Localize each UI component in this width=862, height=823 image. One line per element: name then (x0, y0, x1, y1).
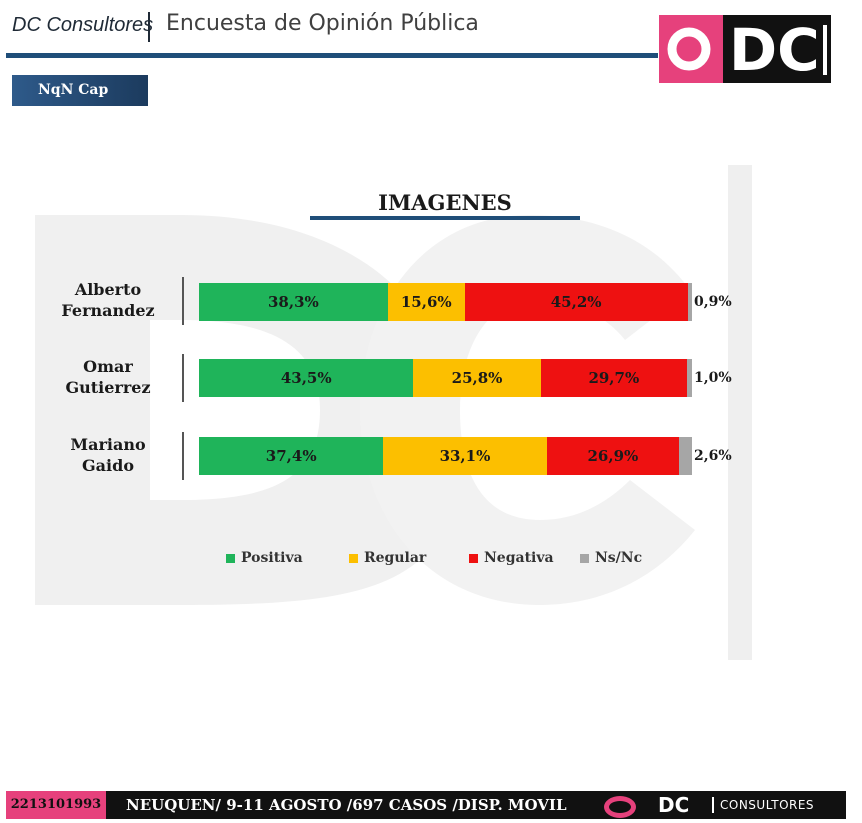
legend-negativa: Negativa (469, 550, 554, 566)
logo-text: DC (729, 16, 820, 84)
legend-swatch (469, 553, 478, 563)
odc-logo: DC (659, 15, 831, 84)
legend-positiva: Positiva (226, 550, 303, 566)
bar-segment-negativa: 29,7% (540, 359, 688, 397)
legend-label: Regular (364, 550, 427, 566)
footer-logo-consultores: CONSULTORES (720, 798, 815, 812)
data-label: 15,6% (400, 293, 452, 311)
footer-ring-icon (604, 796, 636, 818)
bar-segment-nsnc (687, 359, 692, 397)
data-label: 37,4% (265, 447, 317, 465)
data-label: 45,2% (550, 293, 602, 311)
bar-segment-positiva: 37,4% (199, 437, 384, 475)
row-separator (182, 354, 184, 402)
footer-logo-separator (712, 797, 714, 813)
region-tag: NqN Cap (12, 75, 148, 106)
candidate-last-name: Fernandez (61, 301, 155, 320)
page-title: Encuesta de Opinión Pública (166, 11, 479, 36)
data-label: 43,5% (280, 369, 332, 387)
candidate-first-name: Omar (83, 357, 133, 376)
legend-regular: Regular (349, 550, 426, 566)
candidate-first-name: Mariano (70, 435, 146, 454)
legend-nsnc: Ns/Nc (580, 550, 642, 566)
bar-segment-negativa: 26,9% (546, 437, 680, 475)
footer-logo-dc: DC (658, 793, 690, 817)
data-label: 38,3% (268, 293, 319, 311)
row-separator (182, 277, 184, 325)
footer-bar: 2213101993 NEUQUEN/ 9-11 AGOSTO /697 CAS… (6, 791, 846, 819)
data-label: 33,1% (439, 447, 491, 465)
header-separator (148, 12, 150, 42)
data-label: 26,9% (587, 447, 639, 465)
candidate-first-name: Alberto (74, 280, 142, 299)
brand-name: DC Consultores (12, 14, 154, 36)
data-label: 29,7% (588, 369, 640, 387)
candidate-label-gutierrez: Omar Gutierrez (36, 356, 180, 398)
candidate-last-name: Gutierrez (65, 378, 151, 397)
header-underline (6, 53, 658, 58)
candidate-last-name: Gaido (82, 456, 134, 475)
bar-segment-positiva: 43,5% (199, 359, 414, 397)
data-label-nsnc: 2,6% (694, 448, 732, 464)
data-label-nsnc: 1,0% (694, 370, 732, 386)
candidate-label-fernandez: Alberto Fernandez (36, 279, 180, 321)
bar-segment-negativa: 45,2% (464, 283, 688, 321)
dc-watermark (35, 165, 752, 660)
legend-label: Positiva (241, 550, 303, 566)
phone-number: 2213101993 (6, 791, 106, 819)
survey-info: NEUQUEN/ 9-11 AGOSTO /697 CASOS /DISP. M… (126, 796, 567, 814)
chart-title: IMAGENES (378, 190, 512, 215)
legend-swatch (349, 553, 358, 563)
data-label: 25,8% (451, 369, 503, 387)
bar-segment-nsnc (679, 437, 692, 475)
legend-swatch (226, 553, 235, 563)
legend-label: Negativa (484, 550, 554, 566)
bar-segment-positiva: 38,3% (199, 283, 388, 321)
legend-label: Ns/Nc (595, 550, 643, 566)
row-separator (182, 432, 184, 480)
data-label-nsnc: 0,9% (694, 294, 732, 310)
bar-segment-regular: 33,1% (383, 437, 547, 475)
chart-title-underline (310, 216, 580, 220)
bar-segment-nsnc (687, 283, 692, 321)
bar-segment-regular: 25,8% (413, 359, 541, 397)
legend-swatch (580, 553, 589, 563)
logo-ring-icon (659, 15, 723, 83)
logo-bar (823, 25, 827, 75)
bar-segment-regular: 15,6% (387, 283, 465, 321)
candidate-label-gaido: Mariano Gaido (36, 434, 180, 476)
